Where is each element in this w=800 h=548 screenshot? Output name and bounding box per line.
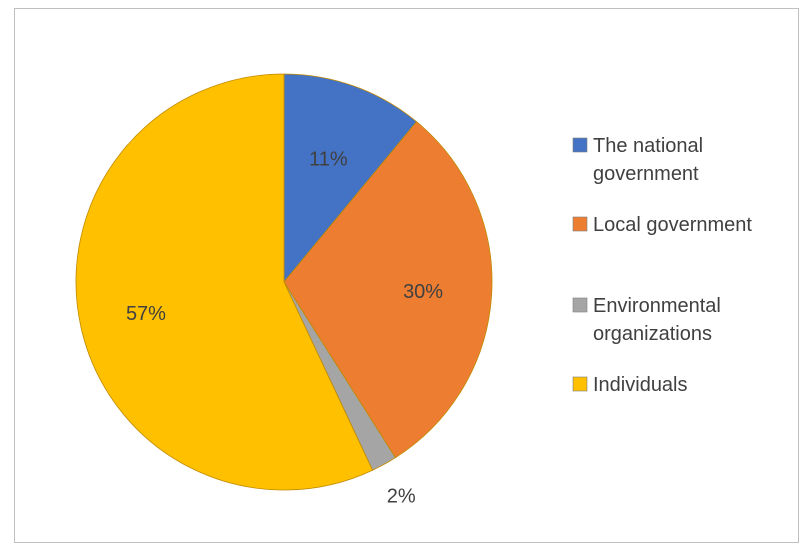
pie-slice-individuals [75, 73, 374, 491]
legend-item-environmental-organizations: Environmental organizations [572, 295, 721, 345]
legend-label: Local government [593, 214, 752, 236]
legend: The national government Local government En… [572, 135, 752, 396]
data-label-local-government: 30% [403, 281, 443, 303]
data-label-the-national-government: 11% [309, 149, 348, 171]
data-labels: 11% 30% 2% 57% [126, 149, 443, 508]
legend-marker [572, 137, 588, 153]
legend-marker [572, 376, 588, 392]
pie-slices [75, 73, 493, 491]
data-label-environmental-organizations: 2% [387, 485, 416, 507]
pie-slice-local-government [283, 121, 493, 459]
legend-item-the-national-government: The national government [572, 135, 703, 185]
legend-marker [572, 216, 588, 232]
pie-slice-the-national-government [283, 73, 418, 284]
legend-marker [572, 297, 588, 313]
data-label-individuals: 57% [126, 303, 166, 325]
legend-item-local-government: Local government [572, 214, 752, 236]
legend-label: The national government [593, 135, 703, 185]
legend-item-individuals: Individuals [572, 374, 688, 396]
legend-label: Individuals [593, 374, 688, 396]
legend-label: Environmental organizations [593, 295, 721, 345]
